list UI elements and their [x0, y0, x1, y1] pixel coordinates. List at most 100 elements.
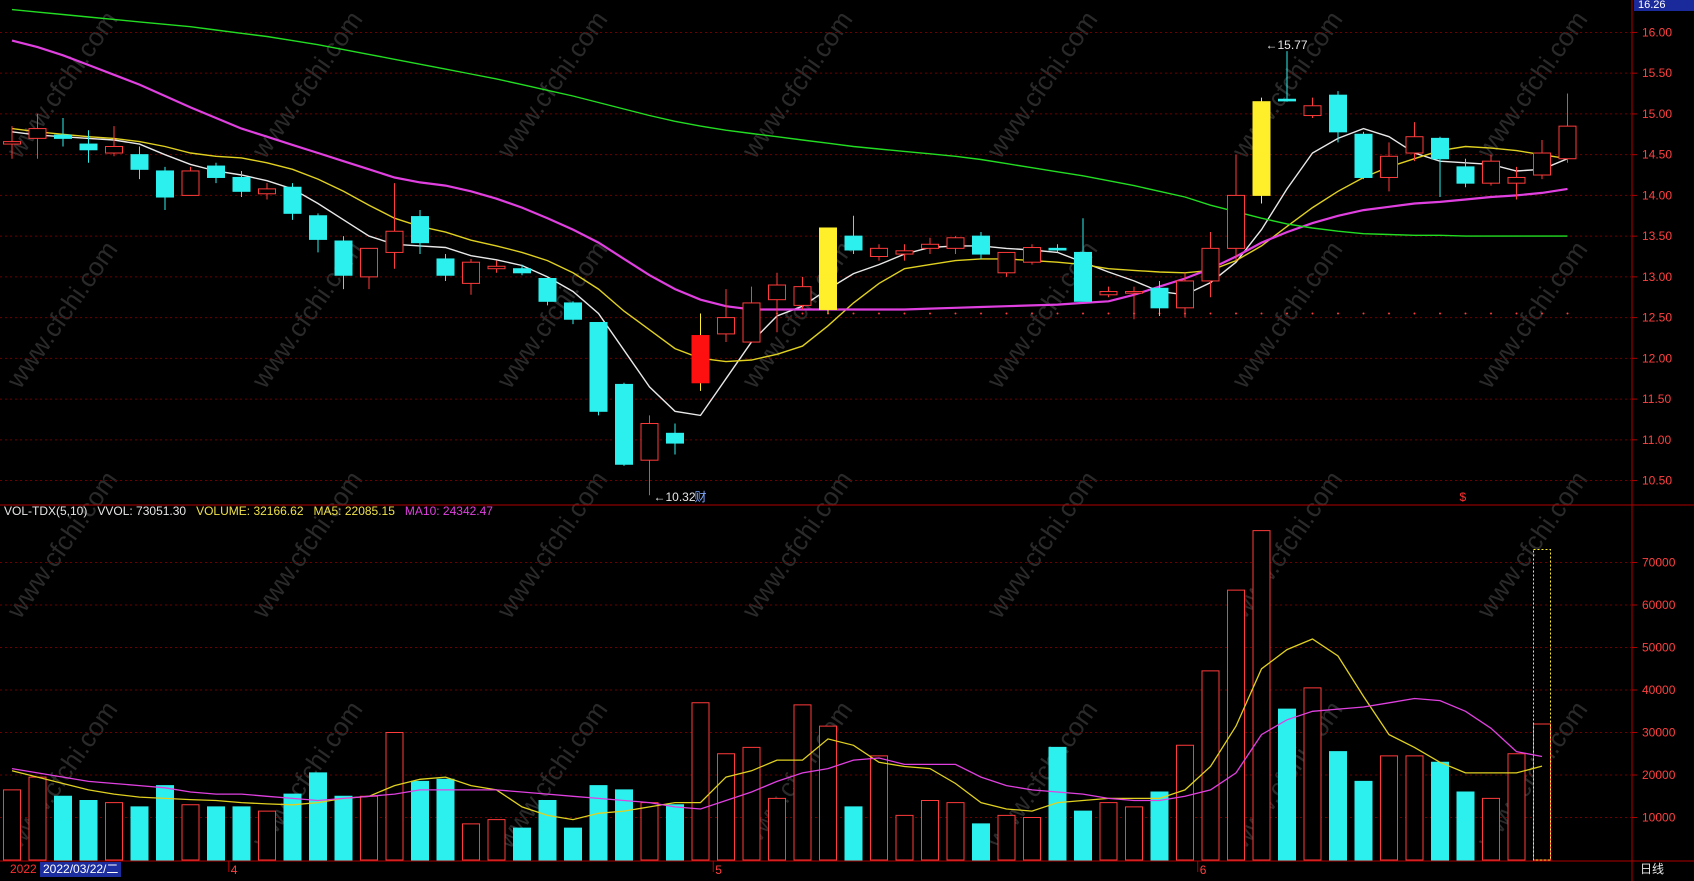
support-dot: [1541, 312, 1543, 315]
volume-bar: [1380, 755, 1398, 861]
volume-bar: [385, 732, 404, 861]
candle-body: [1099, 291, 1118, 296]
support-dot: [1464, 312, 1467, 315]
candle-body: [156, 170, 174, 198]
volume-bar: [513, 827, 531, 861]
volume-bar: [1023, 817, 1041, 861]
volume-ma5-line: [11, 638, 1543, 821]
candle: [1227, 154, 1245, 261]
period-selector[interactable]: 日线: [1640, 862, 1665, 876]
moving-average-lines: [11, 8, 1568, 417]
support-dot: [1311, 312, 1314, 315]
candle: [1405, 122, 1424, 162]
candle-body: [130, 154, 149, 170]
volume-bar: [1048, 746, 1067, 861]
watermark-text: www.cfchi.com: [980, 5, 1104, 164]
candle: [156, 166, 174, 211]
candle-body: [487, 265, 506, 270]
price-tick-label: 11.00: [1642, 433, 1671, 447]
volume-bar: [28, 776, 47, 861]
candle-body: [360, 247, 378, 278]
candle: [79, 130, 98, 163]
candle: [360, 247, 378, 290]
volume-bar: [283, 793, 302, 861]
volume-bar: [436, 778, 455, 861]
candle-body: [1048, 247, 1067, 251]
candle-body: [411, 216, 429, 244]
watermark-text: www.cfchi.com: [735, 465, 859, 624]
candlesticks[interactable]: [3, 51, 1577, 496]
candle-body: [1329, 94, 1347, 133]
volume-bar: [207, 806, 225, 861]
event-marker: $: [1460, 490, 1467, 504]
volume-bar: [921, 800, 939, 861]
volume-bar: [564, 827, 582, 861]
candle: [462, 258, 480, 295]
candle: [1431, 136, 1449, 198]
watermark-text: www.cfchi.com: [0, 235, 124, 394]
event-marker: 财: [695, 490, 707, 504]
support-dot: [1056, 312, 1059, 315]
candle: [54, 117, 72, 147]
price-tick-label: 13.50: [1642, 229, 1672, 243]
volume-bar: [895, 814, 914, 861]
candle: [436, 254, 455, 281]
volume-tick-label: 30000: [1642, 726, 1676, 740]
volume-bar: [181, 804, 200, 861]
support-dot: [1031, 312, 1033, 315]
candle: [1252, 97, 1271, 204]
candle-body: [768, 284, 786, 301]
candle: [513, 264, 531, 276]
candle: [921, 237, 939, 255]
candle-body: [309, 215, 327, 240]
candle: [742, 286, 761, 343]
watermark-text: www.cfchi.com: [1470, 235, 1594, 394]
candle-body: [1507, 176, 1526, 184]
volume-bar: [1125, 806, 1143, 861]
candle: [1099, 286, 1118, 298]
volume-bar: [462, 823, 480, 861]
candle: [309, 213, 327, 253]
volume-bar: [819, 725, 837, 861]
candle: [232, 170, 251, 198]
volume-bar: [742, 746, 761, 861]
support-dot: [1005, 312, 1008, 315]
vvol-value: VVOL: 73051.30: [97, 504, 187, 518]
volume-tick-label: 60000: [1642, 598, 1676, 612]
volume-bars[interactable]: [3, 530, 1551, 861]
watermark-text: www.cfchi.com: [0, 465, 124, 624]
candle-body: [105, 146, 123, 154]
candle: [207, 162, 225, 184]
watermark-text: www.cfchi.com: [1470, 465, 1594, 624]
candle-body: [691, 335, 710, 384]
candle: [1533, 139, 1551, 180]
support-dot: [1107, 312, 1110, 315]
candle-body: [1201, 247, 1220, 282]
candle-body: [997, 251, 1016, 274]
volume-bar: [717, 753, 735, 861]
volume-tick-label: 20000: [1642, 768, 1676, 782]
support-dot: [1337, 312, 1339, 315]
volume-indicator-name[interactable]: VOL-TDX(5,10): [4, 504, 88, 518]
volume-bar: [946, 802, 965, 861]
candle-body: [615, 383, 633, 465]
price-tick-label: 12.50: [1642, 311, 1672, 325]
candle-body: [1303, 105, 1322, 117]
candle: [895, 244, 914, 261]
cursor-date: 2022/03/22/二: [40, 862, 122, 877]
volume-ma5-value: MA5: 22085.15: [313, 504, 395, 518]
candle: [793, 276, 812, 310]
volume-ma-lines: [11, 638, 1543, 821]
volume-tick-label: 50000: [1642, 641, 1676, 655]
candle: [564, 301, 582, 325]
price-tick-label: 15.00: [1642, 107, 1672, 121]
watermark-text: www.cfchi.com: [735, 5, 859, 164]
candle: [1507, 166, 1526, 200]
candle: [1558, 93, 1577, 163]
price-tick-label: 10.50: [1642, 474, 1672, 488]
candle-body: [870, 247, 888, 258]
volume-bar: [1252, 530, 1271, 861]
volume-bar: [1354, 780, 1373, 861]
price-tick-label: 11.50: [1642, 392, 1671, 406]
